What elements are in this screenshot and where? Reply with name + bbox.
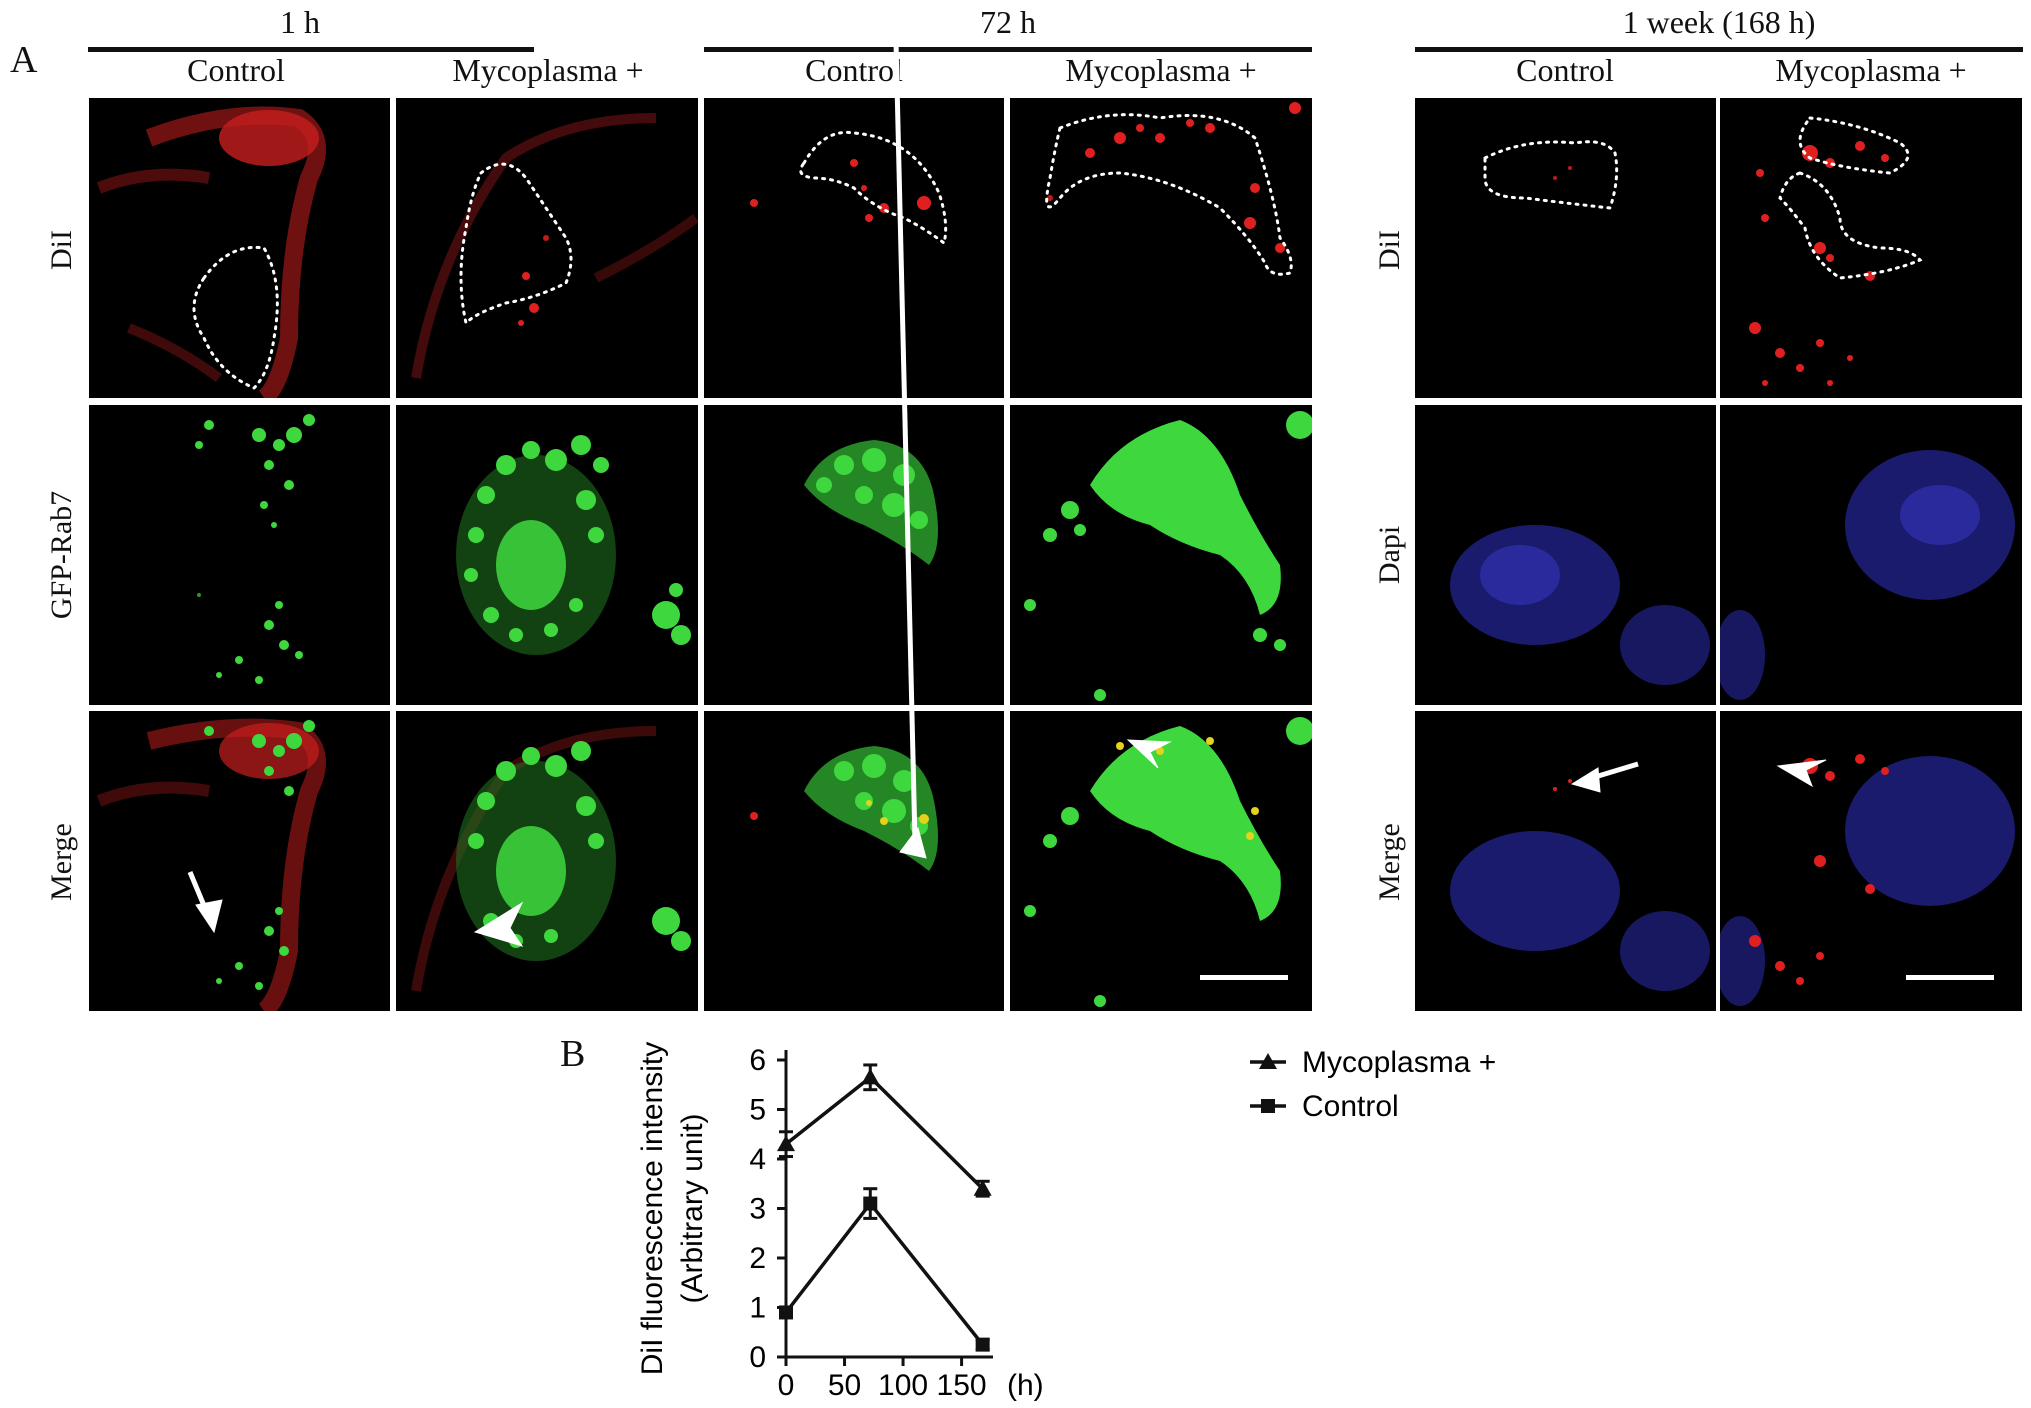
scale-bar-72h [1200, 975, 1288, 980]
legend-label-control: Control [1302, 1090, 1399, 1123]
data-point-mycoplasma [861, 1068, 880, 1085]
x-tick-label: 100 [878, 1369, 928, 1402]
group-72h-label: 72 h [980, 4, 1036, 40]
micrograph-1h-control-gfp [89, 405, 390, 705]
micrograph-72h-control-merge [704, 711, 1004, 1011]
col-1week-myco-label: Mycoplasma + [1775, 52, 1967, 88]
group-1week-label: 1 week (168 h) [1622, 4, 1816, 40]
x-tick-label: 50 [828, 1369, 861, 1402]
micrograph-1week-myco-merge [1720, 711, 2022, 1011]
col-1h-myco-label: Mycoplasma + [452, 52, 644, 88]
micrograph-1h-control-dil [89, 98, 390, 398]
micrograph-72h-myco-gfp [1010, 405, 1312, 705]
series-line-control [784, 1200, 985, 1346]
y-tick-label: 2 [749, 1242, 766, 1275]
data-point-control [779, 1305, 793, 1320]
x-tick-label: 150 [937, 1369, 987, 1402]
group-1h-rule [88, 47, 534, 52]
col-1h-control-label: Control [187, 52, 285, 88]
y-axis-label-line2: (Arbitrary unit) [676, 1113, 709, 1303]
micrograph-72h-myco-merge [1010, 711, 1312, 1011]
y-tick-label: 4 [749, 1143, 766, 1176]
row-label-dil-right: DiI [1373, 230, 1406, 270]
col-72h-control-label: Control [805, 52, 903, 88]
legend-marker-control [1261, 1099, 1275, 1113]
legend-marker-mycoplasma [1259, 1053, 1277, 1069]
intensity-line-chart: 0 1 2 3 4 5 6 0 50 100 150 (h) DiI fluorescence inte… [640, 1042, 1496, 1402]
legend-label-mycoplasma: Mycoplasma + [1302, 1046, 1496, 1079]
data-point-control [863, 1196, 878, 1211]
panel-b-letter: B [560, 1033, 586, 1075]
series-line-mycoplasma [784, 1074, 984, 1190]
y-tick-label: 1 [749, 1292, 766, 1325]
micrograph-1h-control-merge [89, 711, 390, 1011]
row-label-merge-left: Merge [45, 823, 78, 901]
y-tick-label: 0 [749, 1341, 766, 1374]
y-axis-label-line1: DiI fluorescence intensity [640, 1042, 669, 1376]
panel-a-letter: A [10, 39, 38, 81]
data-point-mycoplasma [973, 1179, 992, 1196]
row-label-gfp-rab7: GFP-Rab7 [45, 490, 78, 620]
col-1week-control-label: Control [1516, 52, 1614, 88]
micrograph-1h-myco-dil [396, 98, 698, 398]
data-point-control [975, 1337, 990, 1352]
group-1h-label: 1 h [280, 4, 320, 40]
y-tick-label: 6 [749, 1044, 766, 1077]
x-tick-label: 0 [778, 1369, 795, 1402]
micrograph-1week-control-merge [1415, 711, 1716, 1011]
micrograph-1week-control-dil [1415, 98, 1716, 398]
row-label-dil-left: DiI [45, 230, 78, 270]
data-point-mycoplasma [777, 1135, 795, 1152]
micrograph-72h-control-gfp [704, 405, 1004, 705]
micrograph-1week-control-dapi [1415, 405, 1716, 705]
scale-bar-1week [1906, 975, 1994, 980]
row-label-merge-right: Merge [1373, 823, 1406, 901]
group-1week-rule [1415, 47, 2023, 52]
row-label-dapi: Dapi [1373, 525, 1406, 585]
micrograph-1week-myco-dapi [1720, 405, 2022, 705]
micrograph-1week-myco-dil [1720, 98, 2022, 398]
micrograph-72h-myco-dil [1010, 98, 1312, 398]
x-axis-unit-label: (h) [1007, 1369, 1044, 1402]
micrograph-1h-myco-gfp [396, 405, 698, 705]
col-72h-myco-label: Mycoplasma + [1065, 52, 1257, 88]
micrograph-72h-control-dil [704, 98, 1004, 398]
group-72h-rule [704, 47, 1312, 52]
y-tick-label: 3 [749, 1193, 766, 1226]
micrograph-1h-myco-merge [396, 711, 698, 1011]
y-tick-label: 5 [749, 1094, 766, 1127]
